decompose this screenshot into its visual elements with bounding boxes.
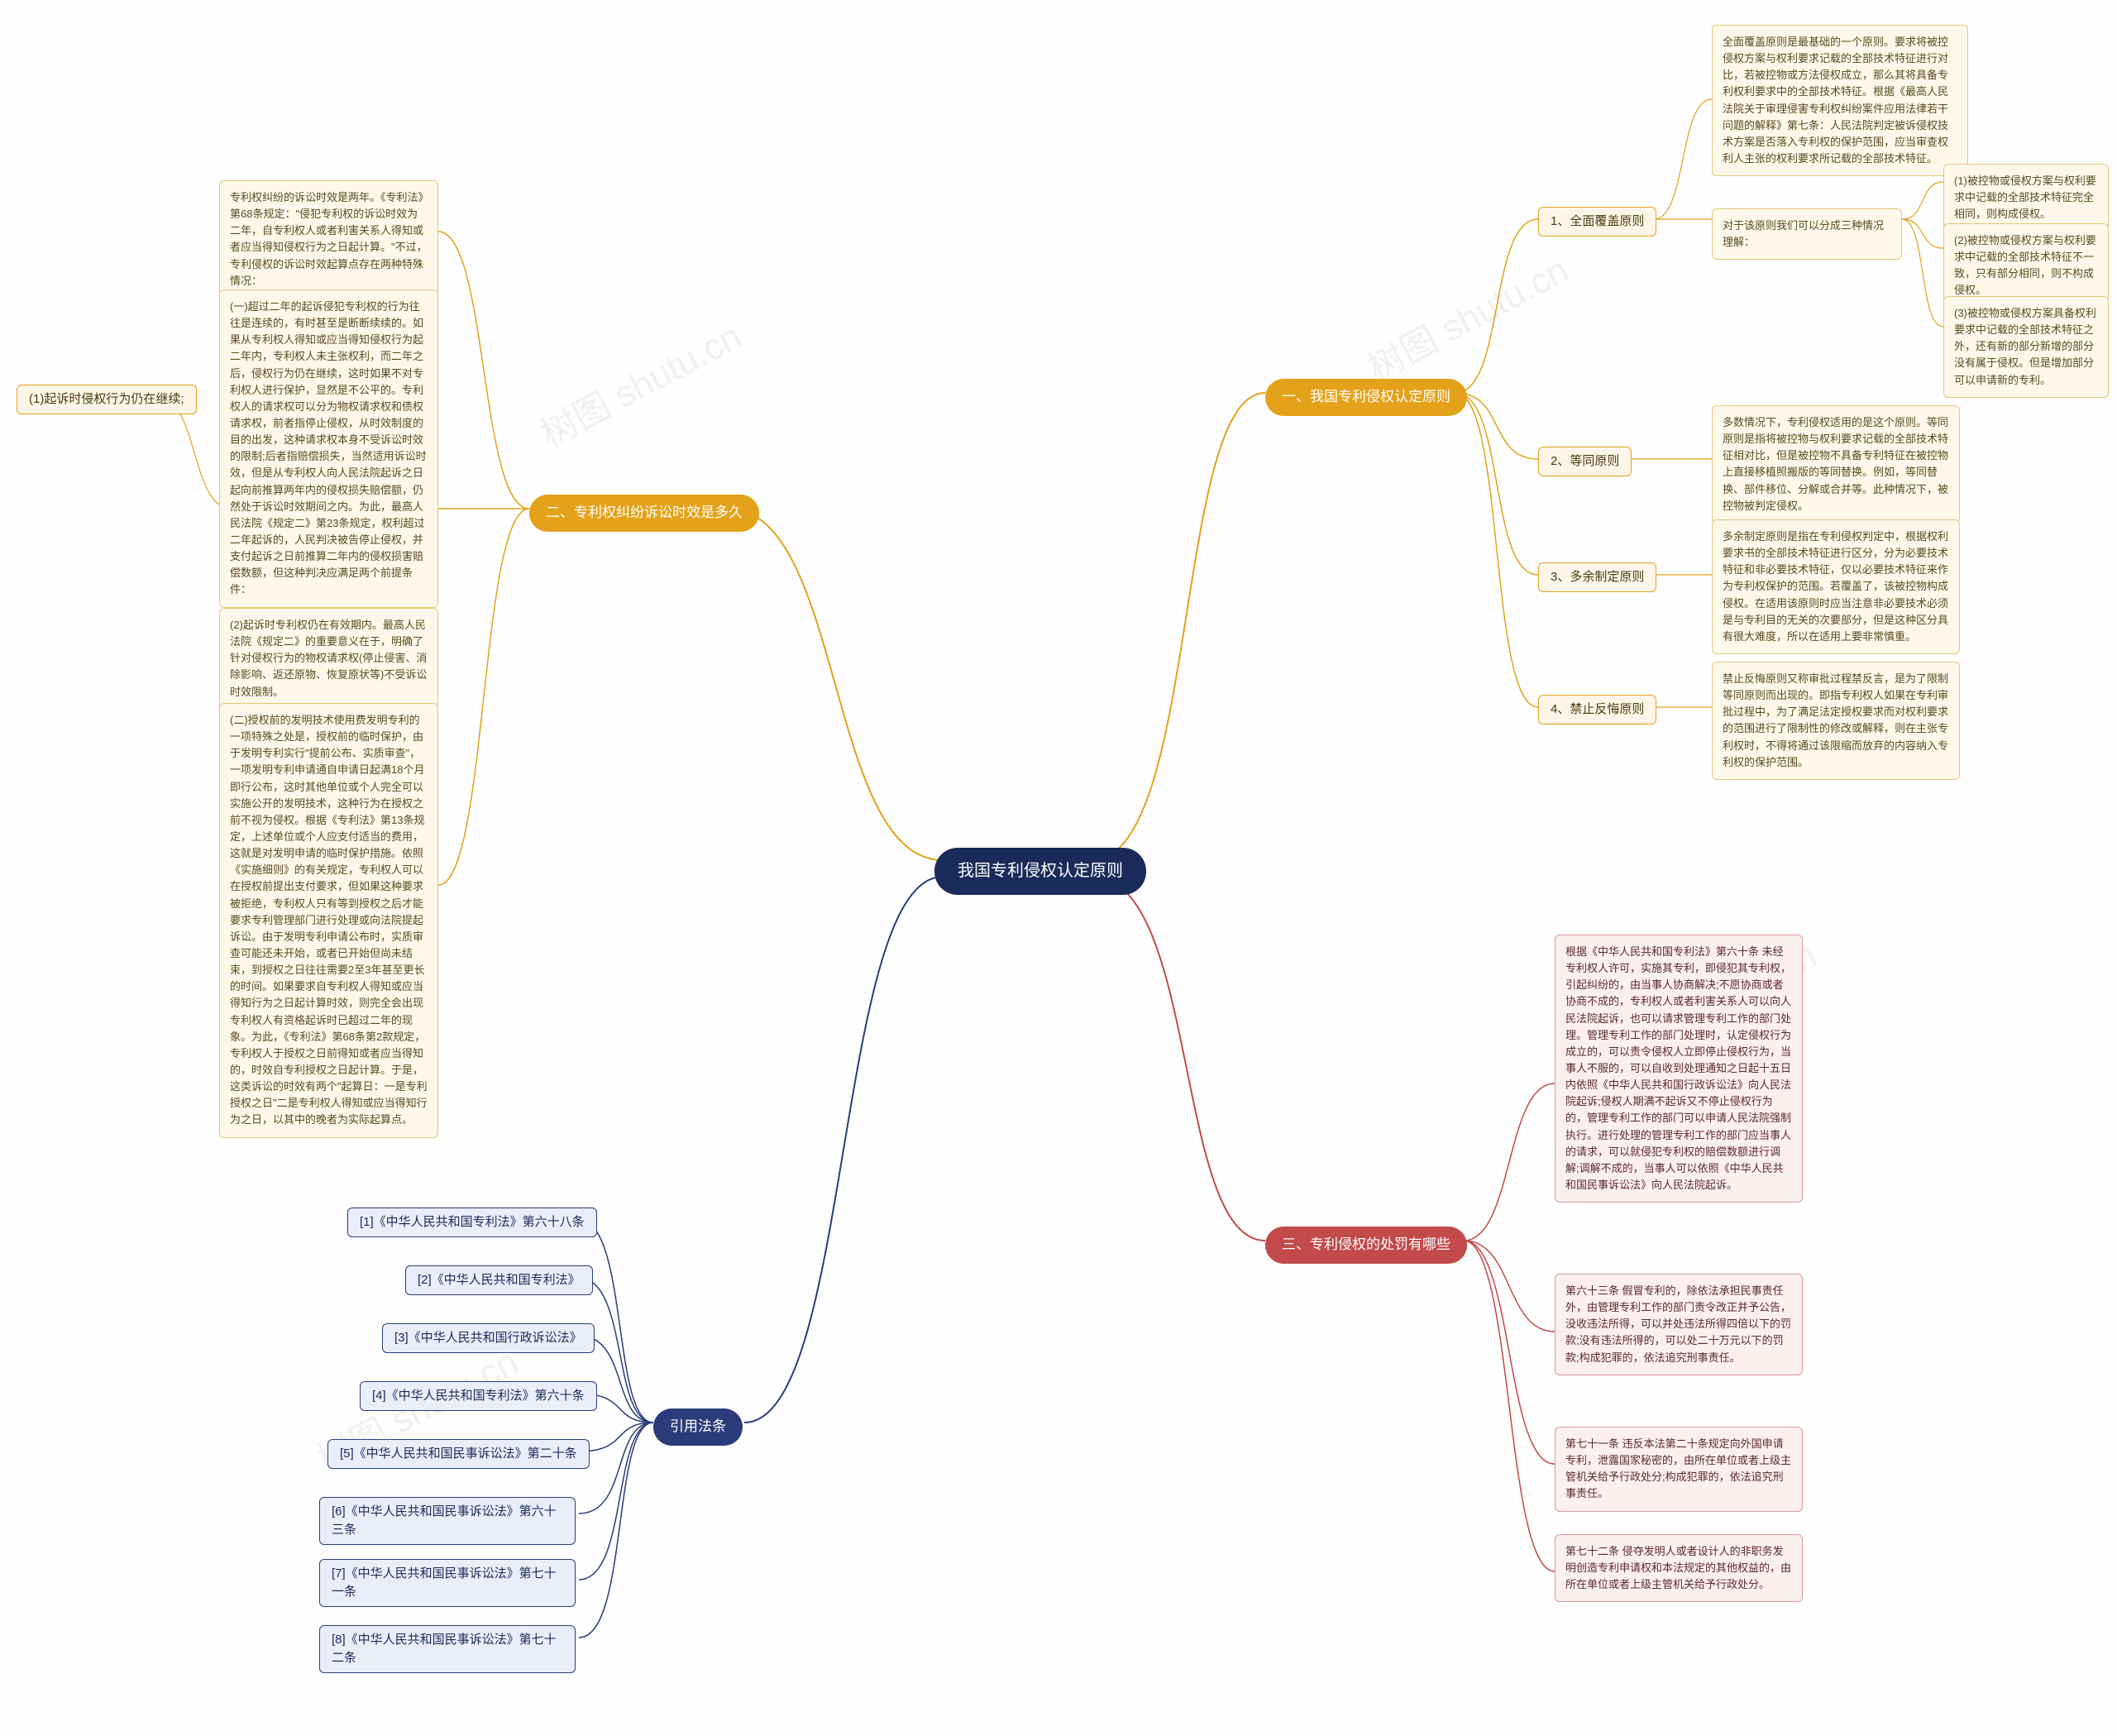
branch-2-sub-1-leaf-c: (二)授权前的发明技术使用费发明专利的一项特殊之处是，授权前的临时保护，由于发明… <box>219 703 438 1138</box>
branch-4-item-2[interactable]: [3]《中华人民共和国行政诉讼法》 <box>382 1323 595 1353</box>
branch-4-item-6[interactable]: [7]《中华人民共和国民事诉讼法》第七十一条 <box>319 1559 576 1607</box>
branch-3[interactable]: 三、专利侵权的处罚有哪些 <box>1265 1227 1467 1264</box>
branch-1-sub-1-leaf-b1: (1)被控物或侵权方案与权利要求中记载的全部技术特征完全相同，则构成侵权。 <box>1943 164 2109 232</box>
branch-1-sub-2[interactable]: 2、等同原则 <box>1538 447 1632 476</box>
watermark: 树图 shutu.cn <box>1357 241 1576 391</box>
branch-1-sub-2-leaf: 多数情况下，专利侵权适用的是这个原则。等同原则是指将被控物与权利要求记载的全部技… <box>1712 405 1960 524</box>
branch-3-leaf-b: 第六十三条 假冒专利的，除依法承担民事责任外，由管理专利工作的部门责令改正并予公… <box>1555 1274 1803 1375</box>
branch-1-sub-4-leaf: 禁止反悔原则又称审批过程禁反言，是为了限制等同原则而出现的。即指专利权人如果在专… <box>1712 662 1960 780</box>
branch-4-item-7[interactable]: [8]《中华人民共和国民事诉讼法》第七十二条 <box>319 1625 576 1673</box>
branch-1-sub-1-leaf-b: 对于该原则我们可以分成三种情况理解： <box>1712 208 1902 260</box>
branch-1[interactable]: 一、我国专利侵权认定原则 <box>1265 379 1467 416</box>
branch-4-item-0[interactable]: [1]《中华人民共和国专利法》第六十八条 <box>347 1208 597 1237</box>
branch-4-item-3[interactable]: [4]《中华人民共和国专利法》第六十条 <box>360 1381 597 1411</box>
branch-3-leaf-a: 根据《中华人民共和国专利法》第六十条 未经专利权人许可，实施其专利，即侵犯其专利… <box>1555 935 1803 1203</box>
branch-4-item-1[interactable]: [2]《中华人民共和国专利法》 <box>405 1265 593 1295</box>
branch-1-sub-1-leaf-b3: (3)被控物或侵权方案具备权利要求中记载的全部技术特征之外，还有新的部分新增的部… <box>1943 296 2109 398</box>
branch-1-sub-3[interactable]: 3、多余制定原则 <box>1538 562 1656 592</box>
branch-2-sub-1-leaf-a: (一)超过二年的起诉侵犯专利权的行为往往是连续的，有时甚至是断断续续的。如果从专… <box>219 289 438 608</box>
branch-1-sub-1-leaf-a: 全面覆盖原则是最基础的一个原则。要求将被控侵权方案与权利要求记载的全部技术特征进… <box>1712 25 1968 176</box>
branch-1-sub-3-leaf: 多余制定原则是指在专利侵权判定中，根据权利要求书的全部技术特征进行区分，分为必要… <box>1712 519 1960 654</box>
branch-1-sub-1[interactable]: 1、全面覆盖原则 <box>1538 207 1656 237</box>
branch-2-leaf-a: 专利权纠纷的诉讼时效是两年。《专利法》第68条规定："侵犯专利权的诉讼时效为二年… <box>219 180 438 299</box>
root-node[interactable]: 我国专利侵权认定原则 <box>934 848 1146 895</box>
branch-4-item-5[interactable]: [6]《中华人民共和国民事诉讼法》第六十三条 <box>319 1497 576 1545</box>
branch-3-leaf-c: 第七十一条 违反本法第二十条规定向外国申请专利，泄露国家秘密的，由所在单位或者上… <box>1555 1427 1803 1512</box>
branch-2-sub-1[interactable]: (1)起诉时侵权行为仍在继续; <box>17 385 197 414</box>
branch-2[interactable]: 二、专利权纠纷诉讼时效是多久 <box>529 495 759 532</box>
branch-2-sub-1-leaf-b: (2)起诉时专利权仍在有效期内。最高人民法院《规定二》的重要意义在于，明确了针对… <box>219 608 438 710</box>
branch-3-leaf-d: 第七十二条 侵夺发明人或者设计人的非职务发明创造专利申请权和本法规定的其他权益的… <box>1555 1534 1803 1602</box>
branch-4-item-4[interactable]: [5]《中华人民共和国民事诉讼法》第二十条 <box>327 1439 590 1469</box>
watermark: 树图 shutu.cn <box>530 307 749 457</box>
branch-1-sub-4[interactable]: 4、禁止反悔原则 <box>1538 695 1656 725</box>
branch-4[interactable]: 引用法条 <box>653 1408 743 1446</box>
